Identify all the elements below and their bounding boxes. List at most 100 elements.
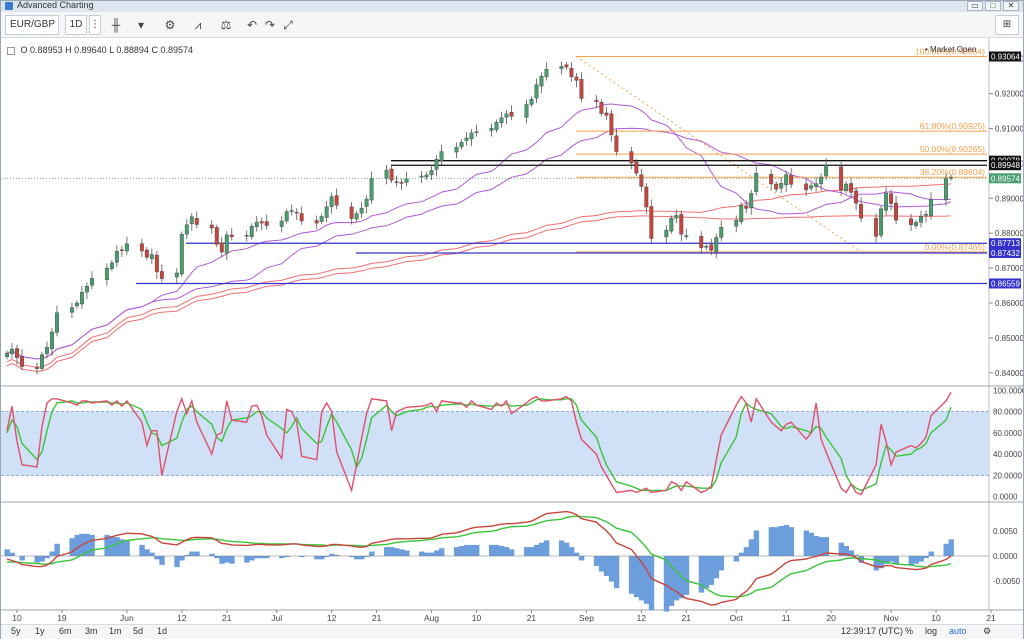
candle-body [464,137,469,141]
candle [539,72,544,94]
time-tick-label: 12 [177,613,187,623]
compare-button[interactable]: ⚖ [215,15,237,35]
range-1y[interactable]: 1y [35,626,45,636]
price-panel: 100.00%(0.93064) 61.80%(0.90925) 50.00%(0.… [1,46,987,375]
candle-body [284,211,289,222]
candle-body [564,64,569,68]
restore-button[interactable]: □ [985,1,1001,11]
interval-menu-button[interactable]: ⋮ [89,15,101,35]
candle-body [35,367,39,369]
symbol-input[interactable]: EUR/GBP [5,15,59,35]
candle-body [289,210,294,212]
log-toggle[interactable]: log [925,626,938,636]
window-title: Advanced Charting [17,0,94,10]
macd-histogram-bar [474,544,480,556]
range-6m[interactable]: 6m [59,626,72,636]
macd-histogram-bar [803,530,810,556]
candle [139,238,144,257]
chart-type-button[interactable]: ╫ [105,15,127,35]
macd-histogram-bar [668,556,675,606]
chart-canvas[interactable]: 100.00%(0.93064) 61.80%(0.90925) 50.00%(0.… [1,38,1023,624]
candle [919,210,923,228]
stochastic-tick-label: 60.0000 [993,429,1022,438]
candle [159,264,164,283]
candle-body [254,221,259,227]
auto-toggle[interactable]: auto [949,626,967,636]
chart-settings-icon[interactable]: ⚙ [983,626,992,636]
range-1d[interactable]: 1d [157,626,168,636]
candle-body [54,312,59,333]
settings-button[interactable]: ⚙ [159,15,181,35]
macd-histogram-bar [503,547,510,556]
candle-body [734,220,739,227]
candle-body [79,291,84,305]
candle-body [74,302,79,307]
candle [45,341,49,359]
candle [534,78,539,104]
candle-body [739,205,744,223]
macd-histogram-bar [613,556,620,589]
fibonacci-level-label: 50.00%(0.90265) [920,144,985,154]
macd-line [6,510,952,606]
candle-body [69,307,74,313]
indicators-button[interactable]: ⩘ [187,15,209,35]
candle [784,170,789,192]
interval-button[interactable]: 1D [65,15,87,35]
candle [194,211,199,229]
candle-body [944,178,948,201]
candle [874,213,879,243]
range-5y[interactable]: 5y [11,626,21,636]
candle [79,286,84,309]
redo-button[interactable]: ↷ [259,15,281,35]
range-3m[interactable]: 3m [85,626,98,636]
candle-body [119,249,124,251]
macd-histogram-bar [823,537,830,556]
macd-histogram-bar [429,552,435,556]
candle [574,73,579,88]
chart-type-menu[interactable]: ▾ [137,18,145,32]
range-5d[interactable]: 5d [133,626,144,636]
fullscreen-button[interactable]: ⤢ [277,15,299,35]
minimize-button[interactable]: ▭ [967,1,983,11]
candle-body [334,195,339,206]
stochastic-tick-label: 20.0000 [993,471,1022,480]
percent-toggle[interactable]: % [905,626,914,636]
fibonacci-level-label: 38.20%(0.89604) [920,167,985,177]
candle [294,208,299,220]
macd-histogram-bar [459,546,465,556]
candle [224,231,229,261]
candle-body [824,164,829,177]
candle [824,158,829,180]
candle [644,183,649,215]
price-label-text: 0.87713 [991,239,1020,248]
collapse-icon[interactable] [7,46,15,55]
candle [634,159,639,176]
chart-background [1,38,1023,624]
macd-histogram-bar [179,556,185,561]
candle-body [579,79,584,99]
candle [184,218,189,240]
candle-body [599,101,604,114]
range-1m[interactable]: 1m [109,626,122,636]
layout-button[interactable]: ⊞ [995,15,1019,35]
candle [229,227,234,241]
macd-histogram-bar [808,532,815,556]
candle [854,186,859,211]
macd-histogram-bar [254,556,260,559]
price-label-bg [989,160,1021,171]
candle-body [394,181,399,183]
macd-histogram-bar [324,556,330,558]
macd-histogram-bar [9,552,15,556]
macd-histogram-bar [359,556,365,560]
candle-body [179,234,184,275]
candle [949,174,953,181]
chart-area[interactable]: 100.00%(0.93064) 61.80%(0.90925) 50.00%(0.… [1,38,1023,624]
macd-histogram-bar [184,554,190,556]
close-button[interactable]: ✕ [1003,1,1019,11]
candle [614,128,619,156]
candle [214,224,219,248]
candle [504,110,509,125]
gear-icon: ⚙ [164,18,176,32]
undo-button[interactable]: ↶ [241,15,263,35]
macd-histogram-bar [214,556,220,559]
